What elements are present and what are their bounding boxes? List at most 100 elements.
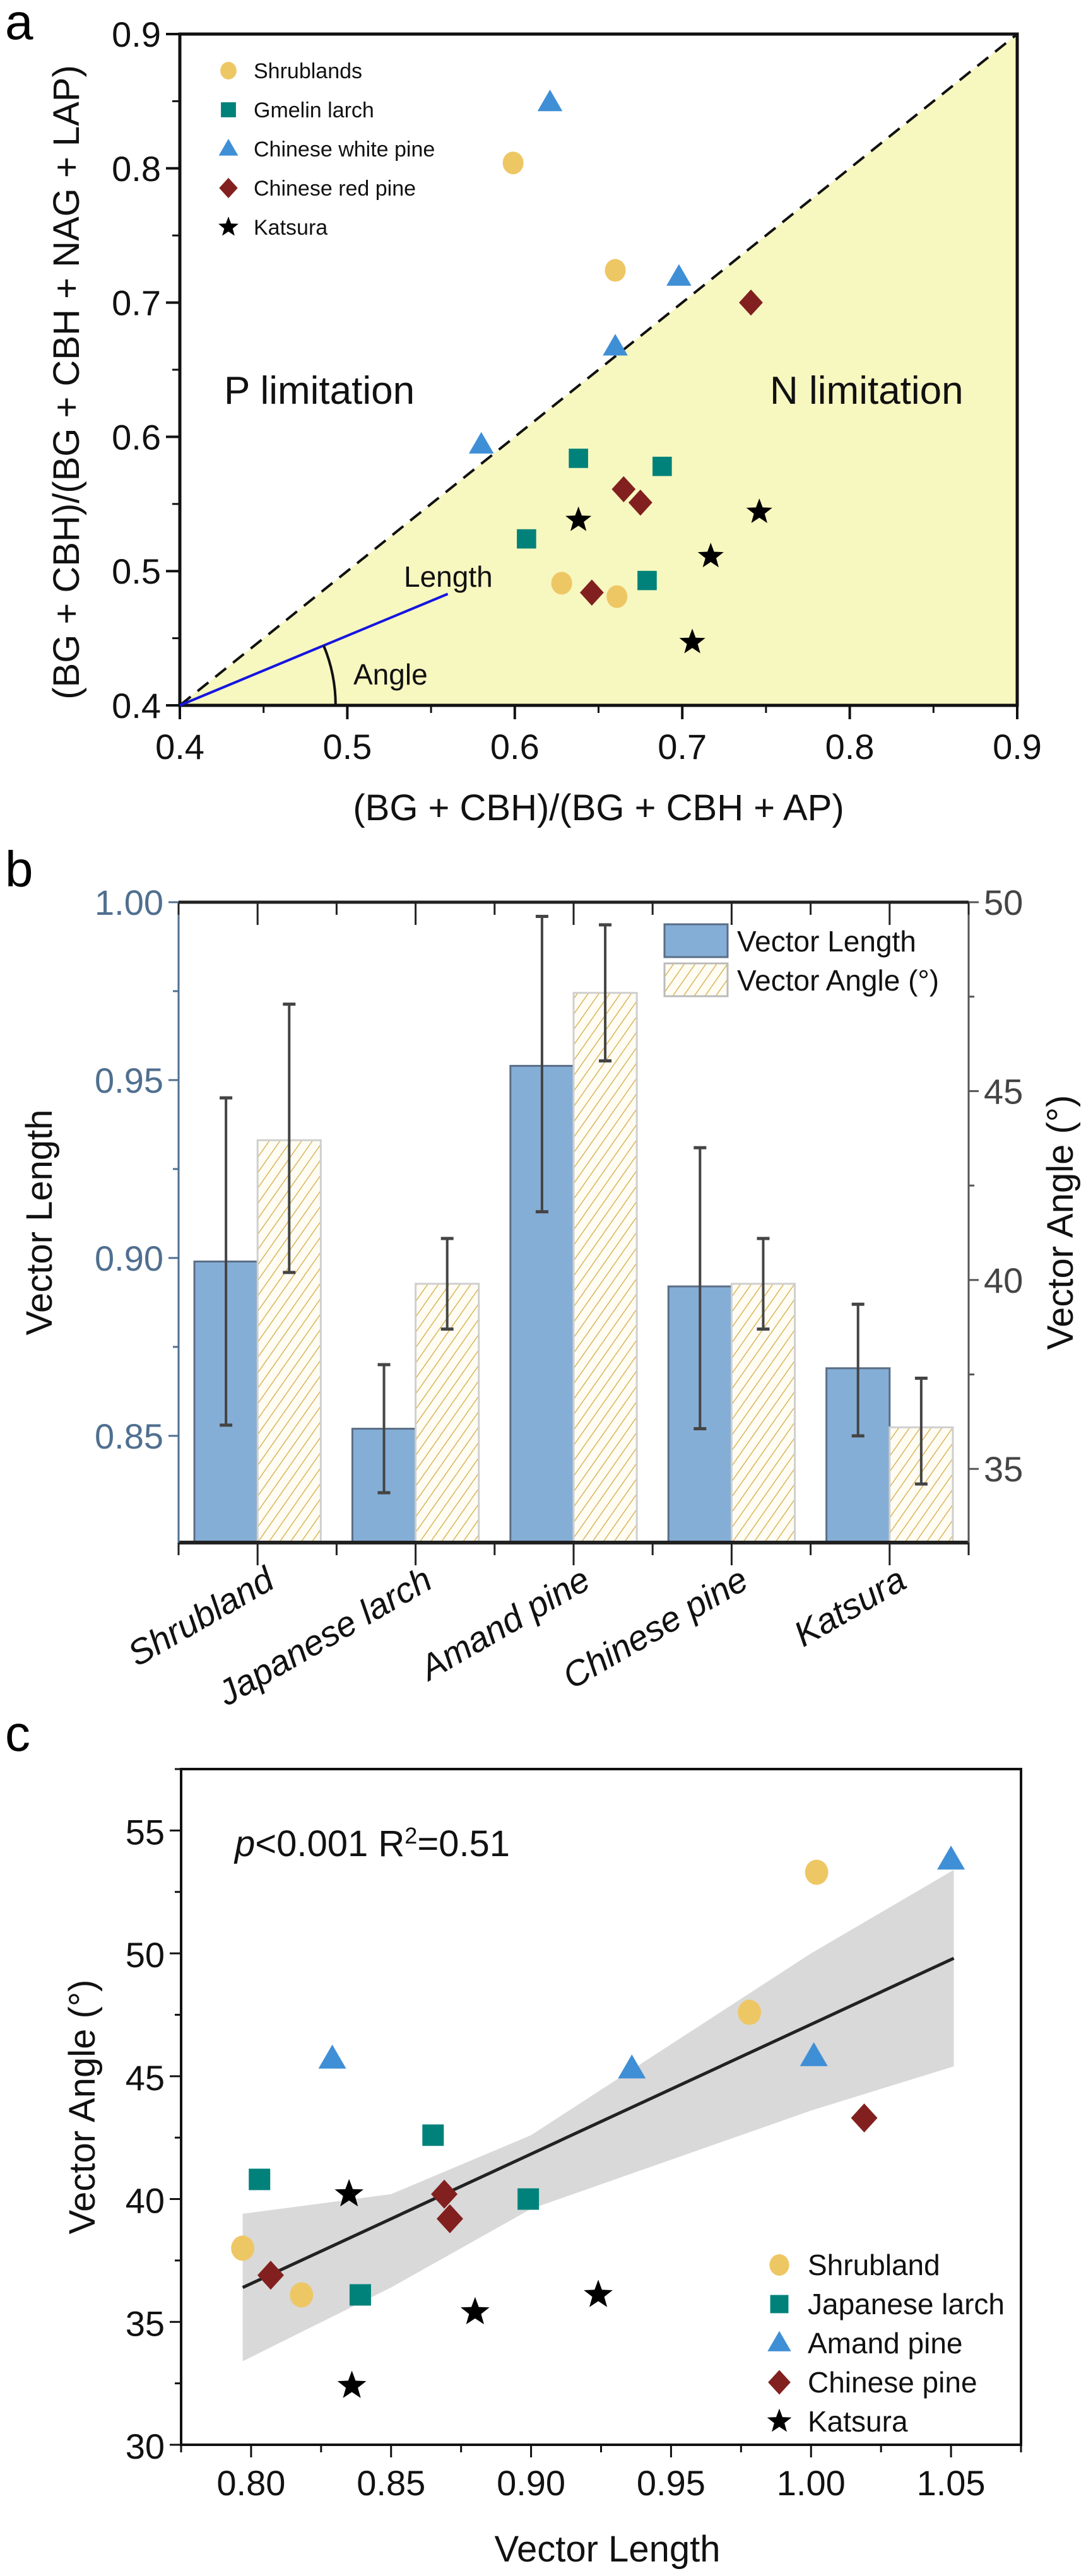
data-point-square: [517, 529, 536, 549]
data-point-diamond: [739, 289, 763, 316]
data-point-square: [652, 456, 672, 476]
panel-b-label: b: [5, 841, 33, 897]
n-limitation-label: N limitation: [770, 369, 964, 413]
panel-b-bars: [193, 992, 954, 1544]
regression-stats: p<0.001 R2=0.51: [233, 1823, 510, 1865]
panel-b-left-axis-title: Vector Length: [19, 1110, 60, 1336]
y-tick-label: 45: [126, 2058, 165, 2098]
data-point-square: [422, 2124, 444, 2146]
data-point-triangle: [318, 2044, 346, 2069]
panel-c-x-axis: 0.80 0.85 0.90 0.95 1.00 1.05: [180, 2445, 1022, 2503]
data-point-triangle: [666, 264, 692, 286]
data-point-square: [349, 2284, 371, 2306]
legend-label: Amand pine: [808, 2327, 963, 2360]
legend-hatched-swatch: [663, 962, 729, 997]
legend-diamond-icon: [219, 177, 238, 199]
panel-c-label: c: [5, 1705, 30, 1761]
panel-a-points: [468, 90, 772, 654]
legend-label: Chinese white pine: [254, 138, 435, 162]
data-point-triangle: [618, 2054, 646, 2079]
panel-c-points: [231, 1845, 965, 2398]
panel-a-y-axis-title: (BG + CBH)/(BG + CBH + NAG + LAP): [46, 65, 87, 700]
data-point-diamond: [579, 579, 604, 606]
data-point-square: [517, 2188, 540, 2210]
data-point-triangle: [937, 1845, 965, 1870]
x-tick-label: 0.90: [497, 2463, 565, 2503]
data-point-circle: [231, 2235, 255, 2261]
legend-label: Japanese larch: [808, 2288, 1005, 2320]
legend-circle-icon: [220, 62, 237, 79]
angle-annotation: Angle: [353, 658, 428, 691]
left-tick-label: 0.85: [95, 1416, 163, 1456]
right-tick-label: 35: [984, 1449, 1023, 1489]
legend-label: Shrublands: [254, 59, 362, 83]
right-tick-label: 40: [984, 1261, 1023, 1300]
y-tick-label: 0.8: [112, 149, 161, 189]
legend-label: Katsura: [254, 216, 328, 240]
data-point-diamond: [851, 2103, 878, 2133]
y-tick-label: 40: [126, 2181, 165, 2221]
data-point-star: [334, 2179, 363, 2207]
data-point-circle: [805, 1859, 829, 1885]
y-tick-label: 0.5: [112, 551, 161, 591]
legend-star-icon: [767, 2408, 792, 2432]
right-tick-label: 50: [984, 883, 1023, 922]
data-point-star: [565, 506, 592, 531]
legend-label: Gmelin larch: [254, 98, 374, 122]
y-tick-label: 50: [126, 1935, 165, 1975]
legend-label: Katsura: [808, 2405, 908, 2438]
y-tick-label: 0.9: [112, 15, 161, 54]
legend-solid-swatch: [663, 923, 729, 958]
data-point-triangle: [603, 334, 628, 356]
panel-a-label: a: [5, 0, 33, 50]
x-tick-label: 0.4: [155, 727, 204, 767]
data-point-star: [584, 2279, 613, 2307]
panel-c-legend: Shrubland Japanese larch Amand pine Chinese…: [767, 2249, 1005, 2438]
category-label: Katsura: [787, 1559, 912, 1654]
r2-superscript: 2: [404, 1823, 417, 1849]
panel-c: c 0.80 0.85 0.90 0.95 1.00 1.05 303540455055 …: [5, 1705, 1022, 2570]
data-point-triangle: [468, 432, 494, 454]
y-tick-label: 35: [126, 2303, 165, 2343]
panel-c-x-axis-title: Vector Length: [495, 2529, 721, 2570]
panel-a-y-axis: 0.4 0.5 0.6 0.7 0.8 0.9: [112, 15, 180, 726]
data-point-star: [697, 543, 724, 568]
data-point-diamond: [436, 2204, 463, 2233]
legend-label: Chinese red pine: [254, 177, 416, 201]
length-vector-arrow: [179, 592, 449, 707]
panel-c-y-axis-title: Vector Angle (°): [62, 1980, 103, 2235]
x-tick-label: 0.9: [993, 727, 1042, 767]
data-point-circle: [606, 585, 628, 608]
data-point-diamond: [431, 2179, 458, 2209]
left-tick-label: 1.00: [95, 883, 163, 922]
x-tick-label: 0.7: [658, 727, 707, 767]
legend-square-icon: [221, 102, 236, 117]
x-tick-label: 1.00: [777, 2463, 846, 2503]
data-point-star: [461, 2297, 490, 2325]
x-tick-label: 0.95: [637, 2463, 705, 2503]
legend-diamond-icon: [768, 2370, 791, 2395]
data-point-circle: [502, 151, 524, 175]
data-point-star: [337, 2370, 367, 2398]
x-tick-label: 0.8: [825, 727, 875, 767]
panel-a-x-axis: 0.4 0.5 0.6 0.7 0.8 0.9: [155, 705, 1042, 767]
x-tick-label: 1.05: [917, 2463, 986, 2503]
r2-value-text: =0.51: [417, 1823, 510, 1864]
data-point-diamond: [611, 476, 636, 503]
legend-triangle-icon: [767, 2331, 791, 2351]
data-point-square: [569, 449, 588, 468]
legend-label: Shrubland: [808, 2249, 940, 2281]
panel-a-x-axis-title: (BG + CBH)/(BG + CBH + AP): [353, 787, 844, 828]
bar-vector-angle: [572, 992, 638, 1544]
confidence-band: [242, 1869, 954, 2361]
data-point-star: [746, 498, 772, 523]
angle-arc: [322, 645, 337, 706]
panel-b-error-bars: [220, 915, 928, 1495]
data-point-star: [679, 628, 705, 654]
panel-a: a 0.4 0.5 0.6 0.7 0.8 0.9 0.40.50.60.70.80.9 …: [5, 0, 1042, 828]
regression-line: [242, 1956, 955, 2290]
legend-label: Vector Length: [737, 925, 916, 958]
y-tick-label: 0.6: [112, 417, 161, 457]
